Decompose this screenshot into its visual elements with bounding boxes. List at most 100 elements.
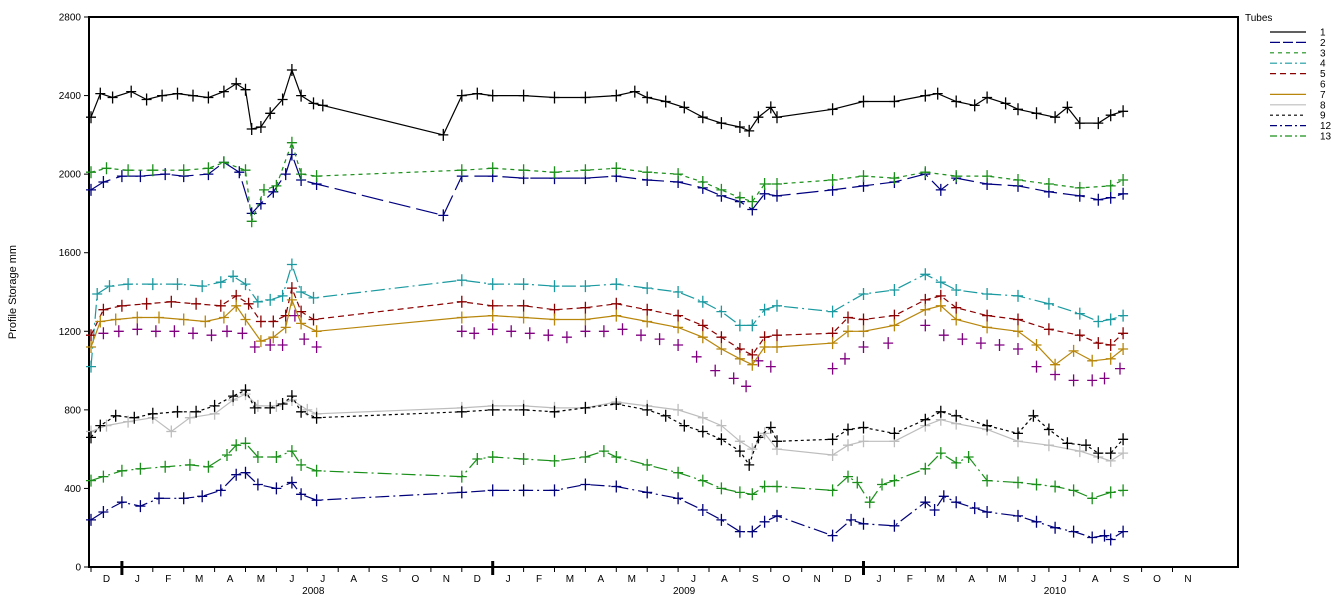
y-tick-label: 2400	[59, 91, 82, 102]
y-axis-title: Profile Storage mm	[7, 245, 19, 339]
data-point	[716, 433, 727, 446]
data-point	[277, 398, 288, 410]
legend-item: 3	[1270, 48, 1326, 59]
series-line	[90, 389, 1124, 467]
data-point	[1031, 478, 1042, 491]
data-point	[237, 327, 248, 340]
data-point	[1013, 313, 1023, 326]
data-point	[697, 504, 708, 516]
data-point	[1093, 315, 1104, 328]
data-point	[1013, 427, 1023, 440]
data-point	[107, 91, 118, 104]
series-line	[90, 472, 1124, 541]
data-point	[697, 319, 708, 332]
data-point	[827, 449, 838, 461]
data-point	[827, 337, 838, 350]
data-point	[938, 329, 949, 342]
data-point	[935, 405, 946, 418]
data-point	[697, 331, 708, 344]
data-point	[1074, 307, 1085, 320]
data-point	[543, 329, 554, 342]
data-point	[1087, 374, 1098, 387]
data-point	[858, 435, 869, 448]
data-point	[296, 286, 307, 298]
data-point	[311, 341, 322, 353]
data-point	[1043, 439, 1054, 452]
data-point	[1028, 409, 1039, 422]
data-point	[759, 303, 770, 316]
data-point	[209, 399, 220, 412]
data-point	[741, 380, 752, 393]
data-point	[110, 313, 121, 326]
data-point	[935, 299, 946, 312]
data-point	[86, 111, 96, 124]
data-point	[487, 323, 498, 336]
data-point	[277, 339, 288, 351]
data-point	[86, 513, 96, 526]
data-point	[858, 325, 869, 338]
y-tick-label: 1600	[59, 248, 82, 259]
x-tick-label: M	[998, 574, 1006, 585]
series-7	[86, 293, 1129, 371]
x-tick-label: A	[350, 574, 357, 585]
data-point	[889, 284, 900, 296]
data-point	[951, 409, 962, 422]
data-point	[920, 268, 931, 281]
data-point	[611, 398, 622, 410]
x-tick-label: O	[412, 574, 420, 585]
series-layer	[86, 64, 1129, 546]
data-point	[1093, 193, 1104, 206]
data-point	[311, 464, 322, 477]
data-point	[642, 403, 653, 416]
data-point	[86, 166, 96, 179]
x-tick-label: A	[721, 574, 728, 585]
data-point	[172, 278, 183, 291]
data-point	[166, 295, 177, 308]
data-point	[178, 164, 189, 177]
data-point	[296, 488, 307, 501]
data-point	[747, 319, 758, 332]
data-point	[255, 121, 266, 133]
year-label: 2010	[1044, 586, 1067, 596]
data-point	[734, 191, 745, 204]
data-point	[920, 319, 931, 332]
data-point	[86, 431, 96, 444]
data-point	[772, 509, 782, 522]
data-point	[772, 435, 782, 448]
data-point	[172, 87, 183, 100]
x-tick-label: S	[381, 574, 388, 585]
legend-item: 9	[1270, 111, 1326, 122]
data-point	[472, 87, 483, 100]
data-point	[734, 352, 745, 365]
data-point	[759, 178, 770, 190]
data-point	[611, 297, 622, 310]
data-point	[1013, 476, 1023, 489]
data-point	[487, 309, 498, 322]
data-point	[98, 327, 109, 340]
data-point	[268, 331, 279, 344]
data-point	[734, 319, 745, 332]
data-point	[969, 502, 980, 515]
data-point	[286, 282, 297, 295]
y-tick-label: 1200	[59, 327, 82, 338]
data-point	[1118, 343, 1129, 355]
data-point	[843, 470, 853, 483]
legend-item: 2	[1270, 38, 1326, 49]
data-point	[231, 77, 242, 90]
data-point	[271, 179, 282, 192]
data-point	[549, 91, 560, 104]
data-point	[642, 91, 653, 104]
data-point	[240, 278, 251, 291]
data-point	[747, 488, 758, 501]
data-point	[135, 500, 146, 513]
data-point	[92, 288, 103, 300]
data-point	[123, 415, 134, 428]
data-point	[240, 437, 251, 450]
legend-item: 7	[1270, 90, 1326, 101]
data-point	[277, 93, 288, 106]
data-point	[549, 166, 560, 179]
data-point	[772, 299, 782, 312]
data-point	[772, 480, 782, 493]
data-point	[280, 168, 291, 181]
